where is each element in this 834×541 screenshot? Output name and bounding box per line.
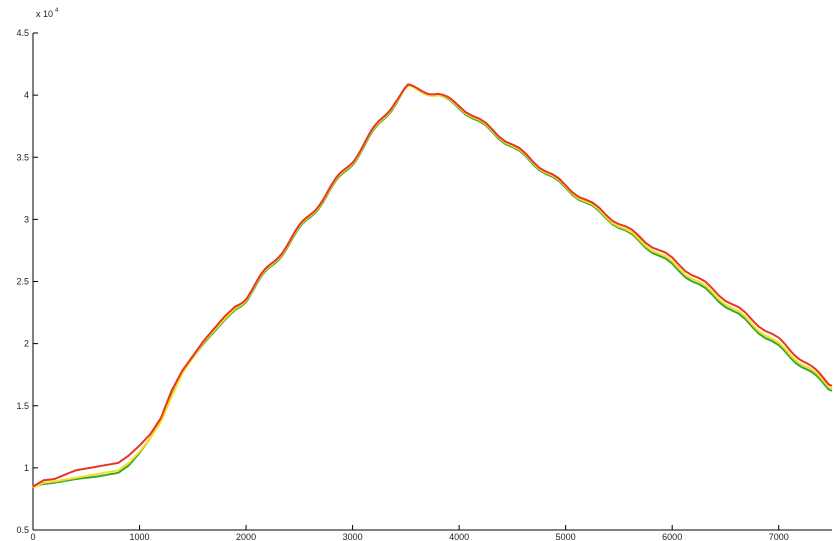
y-multiplier-text: x 10 — [36, 9, 53, 19]
y-tick-label: 3.5 — [16, 152, 29, 162]
y-tick-label: 2.5 — [16, 277, 29, 287]
y-axis: 0.5 1 1.5 2 2.5 3 3.5 4 4.5 — [16, 28, 38, 535]
x-tick-label: 7000 — [769, 532, 789, 541]
y-tick-label: 1.5 — [16, 401, 29, 411]
x-tick-label: 5000 — [556, 532, 576, 541]
y-tick-label: 2 — [24, 339, 29, 349]
x-tick-label: 0 — [30, 532, 35, 541]
y-tick-label: 3 — [24, 214, 29, 224]
y-axis-multiplier: x 10 4 — [36, 8, 59, 19]
y-tick-label: 4 — [24, 90, 29, 100]
y-tick-label: 1 — [24, 463, 29, 473]
x-tick-label: 4000 — [449, 532, 469, 541]
y-tick-label: 0.5 — [16, 525, 29, 535]
x-tick-label: 6000 — [662, 532, 682, 541]
x-tick-label: 3000 — [343, 532, 363, 541]
plot-frame — [32, 33, 832, 531]
x-tick-label: 1000 — [130, 532, 150, 541]
y-tick-label: 4.5 — [16, 28, 29, 38]
series-line — [32, 84, 833, 489]
series-line — [32, 83, 833, 488]
y-multiplier-exponent: 4 — [55, 8, 59, 14]
series-layer — [32, 83, 833, 489]
series-line — [32, 83, 833, 488]
x-tick-label: 2000 — [236, 532, 256, 541]
x-axis: 0 1000 2000 3000 4000 5000 6000 7000 — [30, 525, 789, 541]
